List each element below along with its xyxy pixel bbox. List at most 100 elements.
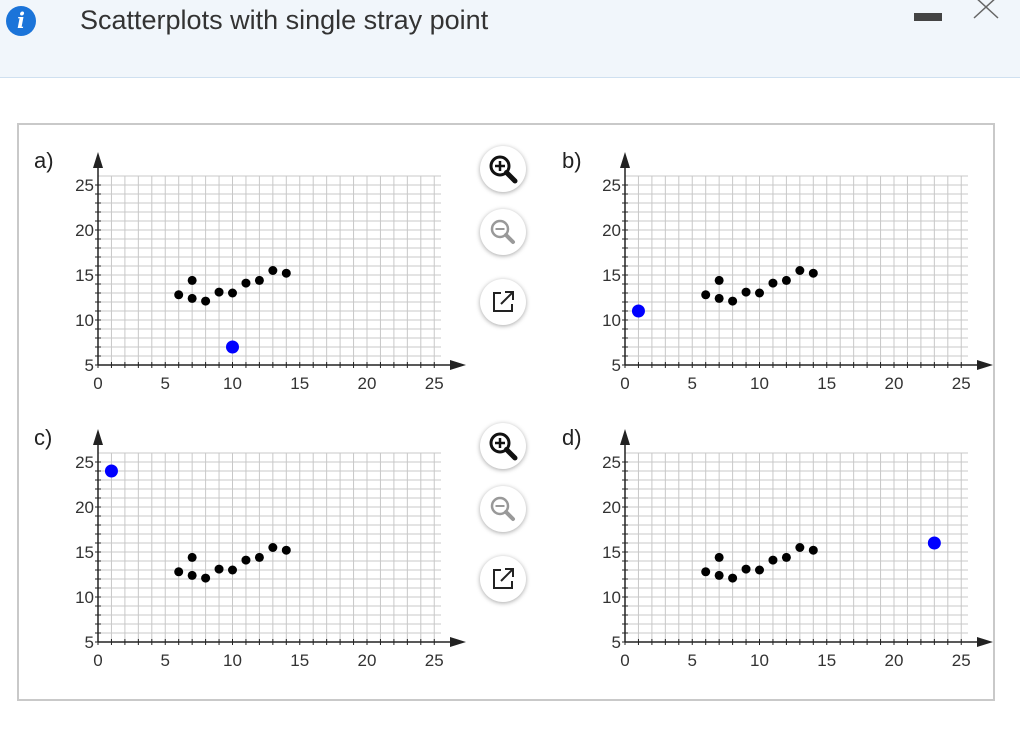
data-point (281, 268, 291, 278)
y-tick-label: 5 (612, 356, 621, 375)
x-tick-label: 20 (358, 651, 377, 670)
data-point (768, 278, 778, 288)
data-point (741, 287, 751, 297)
data-point (281, 545, 291, 555)
x-tick-label: 25 (952, 374, 971, 393)
minimize-icon (914, 13, 942, 21)
open-external-icon (493, 291, 514, 312)
x-tick-label: 10 (223, 651, 242, 670)
data-point (781, 275, 791, 285)
y-tick-label: 5 (85, 633, 94, 652)
zoom-in-button[interactable] (480, 423, 526, 469)
data-point (187, 293, 197, 303)
x-tick-label: 0 (93, 374, 102, 393)
x-axis-arrow-icon (450, 637, 466, 647)
x-tick-label: 15 (817, 374, 836, 393)
y-tick-label: 25 (75, 453, 94, 472)
x-tick-label: 0 (620, 651, 629, 670)
plot-label: a) (34, 148, 54, 173)
y-tick-label: 10 (75, 311, 94, 330)
info-icon: i (6, 6, 36, 36)
close-button[interactable] (968, 0, 1008, 22)
zoom-in-icon (489, 432, 518, 461)
y-tick-label: 20 (75, 221, 94, 240)
data-point (741, 564, 751, 574)
x-tick-label: 10 (750, 651, 769, 670)
x-axis-arrow-icon (450, 360, 466, 370)
open-external-button[interactable] (480, 556, 526, 602)
data-point (254, 275, 264, 285)
data-point (228, 288, 237, 298)
data-point (714, 552, 724, 562)
data-point (241, 278, 251, 288)
data-point (755, 288, 764, 298)
y-axis-arrow-icon (620, 429, 630, 445)
x-tick-label: 20 (885, 374, 904, 393)
open-external-button[interactable] (480, 279, 526, 325)
data-point (201, 296, 211, 306)
x-tick-label: 10 (750, 374, 769, 393)
data-point (254, 552, 264, 562)
y-tick-label: 25 (602, 453, 621, 472)
y-axis-arrow-icon (93, 429, 103, 445)
stray-point (631, 304, 645, 318)
y-tick-label: 25 (75, 176, 94, 195)
x-tick-label: 20 (358, 374, 377, 393)
x-tick-label: 25 (425, 651, 444, 670)
data-point (808, 545, 818, 555)
y-tick-label: 10 (75, 588, 94, 607)
data-point (728, 296, 738, 306)
y-tick-label: 25 (602, 176, 621, 195)
y-tick-label: 20 (602, 498, 621, 517)
data-point (701, 567, 711, 577)
plot-label: d) (562, 425, 582, 450)
x-tick-label: 15 (817, 651, 836, 670)
data-point (187, 552, 197, 562)
y-tick-label: 20 (602, 221, 621, 240)
dialog-header: i Scatterplots with single stray point (0, 0, 1020, 78)
data-point (214, 287, 224, 297)
data-point (755, 565, 764, 575)
minimize-button[interactable] (914, 5, 944, 27)
x-tick-label: 5 (161, 651, 170, 670)
data-point (795, 543, 805, 552)
data-point (174, 567, 184, 577)
y-axis-arrow-icon (93, 152, 103, 168)
data-point (241, 555, 251, 565)
x-tick-label: 15 (290, 374, 309, 393)
stray-point (104, 464, 118, 478)
zoom-out-icon (490, 496, 515, 521)
data-point (268, 266, 278, 275)
x-tick-label: 10 (223, 374, 242, 393)
y-tick-label: 20 (75, 498, 94, 517)
x-tick-label: 15 (290, 651, 309, 670)
data-point (768, 555, 778, 565)
x-tick-label: 0 (93, 651, 102, 670)
open-external-icon (493, 568, 514, 589)
data-point (701, 290, 711, 300)
zoom-out-icon (490, 219, 515, 244)
data-point (201, 573, 211, 583)
zoom-in-icon (489, 155, 518, 184)
plot-label: b) (562, 148, 582, 173)
data-point (714, 275, 724, 285)
x-tick-label: 5 (688, 374, 697, 393)
zoom-out-button[interactable] (480, 209, 526, 255)
zoom-out-button[interactable] (480, 486, 526, 532)
x-axis-arrow-icon (977, 637, 993, 647)
y-tick-label: 15 (75, 543, 94, 562)
data-point (214, 564, 224, 574)
data-point (808, 268, 818, 278)
y-tick-label: 5 (612, 633, 621, 652)
x-tick-label: 5 (161, 374, 170, 393)
y-tick-label: 15 (602, 266, 621, 285)
x-tick-label: 25 (425, 374, 444, 393)
zoom-in-button[interactable] (480, 146, 526, 192)
x-tick-label: 25 (952, 651, 971, 670)
stray-point (226, 340, 239, 354)
y-tick-label: 5 (85, 356, 94, 375)
close-icon (973, 0, 999, 19)
x-tick-label: 0 (620, 374, 629, 393)
